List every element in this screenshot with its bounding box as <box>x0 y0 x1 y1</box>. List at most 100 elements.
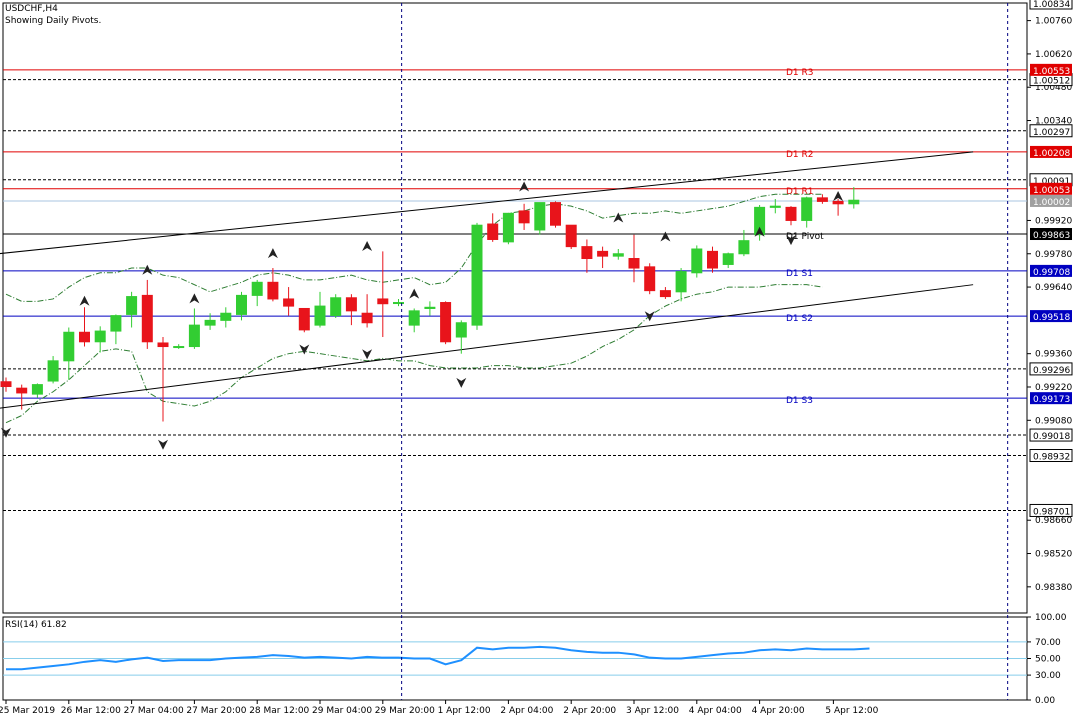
fractal-down-arrow-icon <box>456 377 467 388</box>
candle-body <box>832 200 844 205</box>
level-price-frame <box>1029 428 1073 442</box>
candle-body <box>314 305 326 326</box>
price-axis-label: 0.98520 <box>1035 550 1072 560</box>
price-axis-label: 0.99920 <box>1035 216 1072 226</box>
level-price-label-box <box>1030 73 1072 86</box>
candle-body <box>141 294 153 343</box>
fractal-down-arrow-icon <box>362 349 373 360</box>
pivot-price-label: 0.99518 <box>1033 313 1070 323</box>
time-axis-label: 2 Apr 20:00 <box>563 706 616 716</box>
price-axis-label: 0.98660 <box>1035 516 1072 526</box>
level-price-label: 0.99296 <box>1033 366 1070 376</box>
pivot-price-label: 0.99863 <box>1033 231 1070 241</box>
pivot-price-label: 0.99173 <box>1033 395 1070 405</box>
level-price-label-box <box>1030 449 1072 462</box>
pivot-price-label-box <box>1030 182 1072 195</box>
candle-body <box>597 250 609 257</box>
candle-body <box>0 381 12 388</box>
pivot-price-label: 1.00553 <box>1033 67 1070 77</box>
candle-body <box>204 319 216 326</box>
candle-body <box>722 253 734 265</box>
candle-body <box>816 197 828 202</box>
level-price-label-box <box>1030 362 1072 375</box>
fractal-up-arrow-icon <box>189 293 200 304</box>
level-price-frame <box>1029 449 1073 463</box>
pivot-price-label: 1.00053 <box>1033 186 1070 196</box>
level-price-label: 0.98701 <box>1033 507 1070 517</box>
upper-band-line <box>5 193 823 302</box>
pivot-price-label-box <box>1030 392 1072 405</box>
candle-body <box>298 307 310 331</box>
fractal-down-arrow-icon <box>644 311 655 322</box>
trendline <box>0 284 974 409</box>
pivot-price-label-box <box>1030 145 1072 158</box>
rsi-axis-label: 30.00 <box>1035 671 1061 681</box>
rsi-line <box>6 645 870 671</box>
candle-body <box>188 324 200 348</box>
level-price-frame <box>1029 503 1073 517</box>
pivot-price-label-box <box>1030 63 1072 76</box>
level-price-label: 0.98932 <box>1033 453 1070 463</box>
candle-body <box>424 306 436 309</box>
candle-body <box>377 298 389 305</box>
fractal-up-arrow-icon <box>519 181 530 192</box>
price-axis-label: 1.00760 <box>1035 17 1072 27</box>
pivot-label: D1 S2 <box>786 314 813 324</box>
candle-body <box>361 312 373 324</box>
lower-band-line <box>5 284 823 424</box>
fractal-down-arrow-icon <box>1 427 11 438</box>
time-axis-label: 2 Apr 04:00 <box>500 706 553 716</box>
candle-body <box>659 290 671 298</box>
level-price-label: 0.99018 <box>1033 432 1070 442</box>
rsi-title: RSI(14) 61.82 <box>5 620 67 630</box>
level-price-label: 1.00834 <box>1033 0 1070 10</box>
pivot-price-label-box <box>1030 264 1072 277</box>
rsi-axis-label: 100.00 <box>1035 613 1067 623</box>
pivot-label: D1 S1 <box>786 269 813 279</box>
candle-body <box>675 271 687 293</box>
candle-body <box>785 206 797 221</box>
trendline <box>0 151 974 255</box>
rsi-axis-label: 70.00 <box>1035 638 1061 648</box>
candle-body <box>31 384 43 395</box>
level-price-label-box <box>1030 0 1072 9</box>
candle-body <box>283 298 295 307</box>
level-price-label-box <box>1030 429 1072 442</box>
candle-body <box>565 224 577 248</box>
candle-body <box>94 330 106 343</box>
candle-body <box>236 294 247 315</box>
price-axis-label: 0.99780 <box>1035 250 1072 260</box>
candle-body <box>769 205 781 208</box>
level-price-label: 1.00091 <box>1033 177 1070 187</box>
candle-body <box>612 253 624 257</box>
candle-body <box>47 360 59 382</box>
candle-body <box>63 331 75 362</box>
time-axis-label: 3 Apr 12:00 <box>626 706 679 716</box>
level-price-frame <box>1029 0 1073 10</box>
rsi-axis-label: 0.00 <box>1035 696 1055 706</box>
candle-body <box>440 302 452 343</box>
candle-body <box>251 281 263 296</box>
level-price-label: 1.00512 <box>1033 77 1070 87</box>
pivot-price-label-box <box>1030 228 1072 241</box>
price-axis-label: 0.99640 <box>1035 283 1072 293</box>
rsi-axis-label: 50.00 <box>1035 655 1061 665</box>
price-axis-label: 1.00480 <box>1035 83 1072 93</box>
time-axis-label: 4 Apr 04:00 <box>689 706 742 716</box>
pivot-price-label-box <box>1030 310 1072 323</box>
fractal-down-arrow-icon <box>786 235 796 246</box>
time-axis-label: 29 Mar 04:00 <box>312 706 372 716</box>
pivot-label: D1 R1 <box>786 187 814 197</box>
time-axis-label: 27 Mar 04:00 <box>124 706 184 716</box>
candle-body <box>550 202 561 226</box>
candle-body <box>848 199 860 205</box>
candle-body <box>738 240 750 255</box>
candle-body <box>267 281 279 300</box>
candle-body <box>79 331 90 343</box>
fractal-up-arrow-icon <box>833 191 844 202</box>
pivot-label: D1 S3 <box>786 396 813 406</box>
candle-body <box>707 250 718 269</box>
candle-body <box>754 206 766 236</box>
pivot-note: Showing Daily Pivots. <box>5 16 101 26</box>
level-price-label-box <box>1030 504 1072 517</box>
